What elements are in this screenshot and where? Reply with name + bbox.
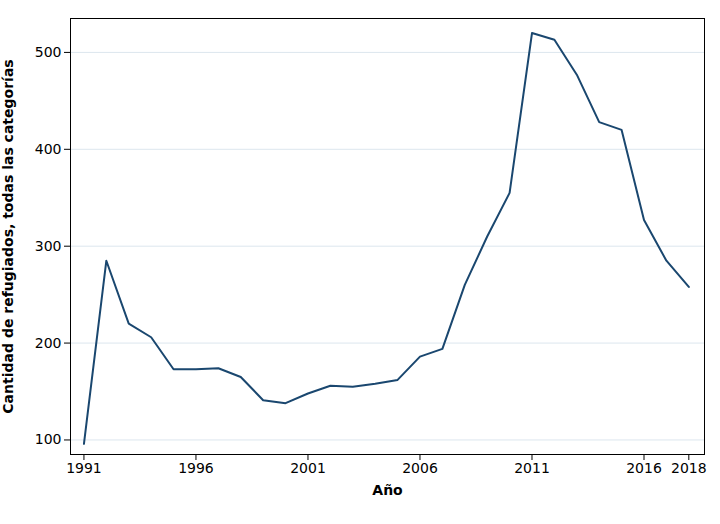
svg-text:Cantidad de refugiados, todas: Cantidad de refugiados, todas las catego…: [0, 59, 16, 413]
svg-text:Año: Año: [372, 482, 403, 498]
svg-text:2001: 2001: [290, 460, 326, 476]
svg-text:2006: 2006: [402, 460, 438, 476]
svg-text:2011: 2011: [514, 460, 550, 476]
svg-text:200: 200: [35, 335, 62, 351]
svg-text:400: 400: [35, 141, 62, 157]
svg-text:2018: 2018: [671, 460, 707, 476]
svg-text:500: 500: [35, 44, 62, 60]
svg-text:1996: 1996: [178, 460, 214, 476]
svg-text:2016: 2016: [626, 460, 662, 476]
svg-text:1991: 1991: [66, 460, 102, 476]
svg-text:100: 100: [35, 431, 62, 447]
svg-text:300: 300: [35, 238, 62, 254]
